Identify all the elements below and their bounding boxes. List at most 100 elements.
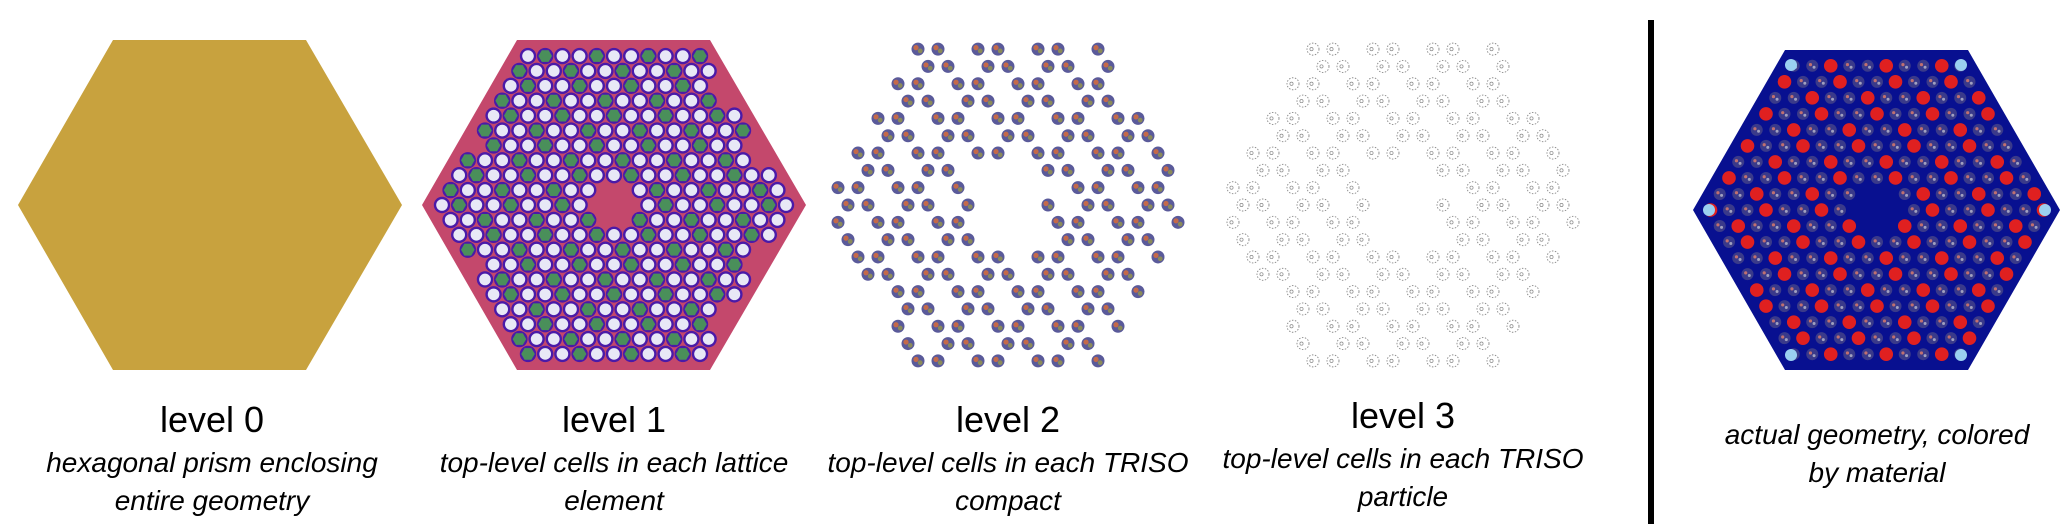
triso-particle-kernel — [1419, 133, 1424, 138]
material-fuel-particle — [1892, 239, 1896, 243]
material-fuel-particle — [1993, 127, 1998, 131]
triso-particle — [1486, 181, 1500, 195]
material-coolant-channel — [1768, 251, 1783, 265]
material-fuel-particle — [1849, 161, 1853, 165]
lattice-fuel-cell — [539, 288, 551, 301]
triso-compact-particle — [1047, 65, 1053, 71]
lattice-fuel-cell — [513, 94, 526, 107]
triso-compact-particle — [1127, 135, 1133, 140]
triso-particle-kernel — [1399, 341, 1404, 346]
triso-compact-particle — [1153, 252, 1159, 259]
material-fuel-particle — [1901, 351, 1905, 355]
material-fuel-particle — [1956, 191, 1961, 195]
material-fuel-particle — [1923, 322, 1927, 326]
triso-particle-kernel — [1359, 133, 1364, 138]
triso-particle — [1536, 233, 1550, 247]
triso-compact-particle — [1027, 100, 1033, 106]
material-fuel-compact — [1769, 316, 1782, 329]
triso-particle-kernel — [1499, 168, 1504, 173]
triso-particle — [1246, 181, 1260, 195]
triso-particle-kernel — [1429, 47, 1434, 52]
triso-compact-particle — [1013, 114, 1019, 120]
material-fuel-particle — [1932, 177, 1936, 181]
lattice-coolant-cell — [529, 214, 544, 226]
material-coolant-channel — [1990, 251, 2005, 265]
triso-compact-particle — [1017, 291, 1023, 296]
triso-compact-particle — [1113, 218, 1119, 224]
material-fuel-particle — [1923, 354, 1927, 358]
material-fuel-compact — [1769, 123, 1782, 136]
material-fuel-compact — [1889, 139, 1902, 152]
material-fuel-particle — [1803, 177, 1807, 181]
material-fuel-particle — [2003, 239, 2007, 243]
triso-particle — [1426, 354, 1440, 368]
triso-compact-particle — [867, 273, 873, 279]
material-coolant-channel — [1814, 299, 1829, 313]
lattice-coolant-cell — [590, 318, 604, 331]
triso-particle — [1496, 267, 1510, 281]
material-fuel-particle — [1979, 129, 1983, 133]
triso-compact-particle — [1107, 169, 1113, 175]
triso-compact-particle — [1073, 218, 1079, 224]
lattice-fuel-cell — [582, 65, 594, 77]
lattice-fuel-cell — [702, 303, 715, 316]
triso-compact-particle — [1093, 356, 1099, 362]
triso-particle-kernel — [1399, 133, 1404, 138]
lattice-coolant-cell — [684, 303, 699, 316]
lattice-coolant-cell — [624, 169, 638, 182]
lattice-coolant-cell — [512, 65, 527, 77]
triso-particle-kernel — [1499, 99, 1504, 104]
lattice-fuel-cell — [599, 303, 612, 316]
lattice-fuel-cell — [642, 348, 655, 360]
material-fuel-particle — [1836, 143, 1840, 147]
material-coolant-channel — [1777, 267, 1792, 281]
material-fuel-particle — [1938, 95, 1942, 99]
lattice-coolant-cell — [615, 65, 630, 77]
material-fuel-compact — [1889, 300, 1902, 313]
material-fuel-particle — [1942, 129, 1946, 133]
triso-particle-kernel — [1489, 151, 1494, 155]
material-fuel-particle — [1929, 143, 1933, 147]
lattice-fuel-cell — [479, 243, 491, 256]
material-fuel-particle — [1914, 306, 1918, 310]
material-fuel-particle — [2012, 159, 2016, 163]
triso-particle — [1456, 233, 1470, 247]
triso-compact-particle — [1047, 204, 1053, 210]
triso-compact-particle — [883, 131, 889, 137]
triso-particle-kernel — [1369, 151, 1374, 155]
lattice-fuel-cell — [720, 273, 732, 286]
material-fuel-particle — [2030, 223, 2035, 227]
material-fuel-particle — [1868, 322, 1872, 326]
material-fuel-compact — [1898, 284, 1911, 297]
triso-particle-kernel — [1339, 272, 1344, 277]
material-fuel-compact — [1898, 348, 1911, 361]
material-fuel-particle — [1812, 129, 1816, 133]
material-fuel-particle — [1947, 239, 1951, 243]
material-fuel-particle — [1827, 319, 1831, 323]
material-fuel-particle — [1966, 207, 1970, 211]
triso-compact-particle — [1147, 204, 1153, 210]
triso-particle-kernel — [1479, 133, 1484, 138]
material-fuel-particle — [1914, 113, 1918, 117]
triso-compact-particle — [1083, 304, 1089, 311]
triso-compact-particle — [953, 114, 959, 120]
material-fuel-compact — [1954, 252, 1967, 265]
triso-particle — [1366, 146, 1380, 160]
lattice-fuel-cell — [685, 94, 698, 107]
triso-particle-kernel — [1349, 81, 1354, 86]
lattice-coolant-cell — [615, 154, 630, 167]
triso-compact-particle — [1127, 239, 1133, 244]
material-fuel-compact — [1991, 284, 2004, 297]
triso-particle — [1446, 215, 1460, 229]
triso-particle-kernel — [1449, 255, 1454, 259]
material-fuel-particle — [1892, 335, 1896, 339]
material-fuel-particle — [1892, 111, 1896, 115]
material-fuel-particle — [1775, 290, 1779, 294]
triso-particle-kernel — [1309, 255, 1314, 259]
material-coolant-channel — [1916, 187, 1931, 201]
triso-compact-particle — [1087, 204, 1093, 210]
material-fuel-compact — [2019, 204, 2031, 216]
triso-compact-particle — [1033, 148, 1039, 155]
lattice-fuel-cell — [728, 288, 741, 301]
triso-particle-kernel — [1489, 358, 1494, 363]
